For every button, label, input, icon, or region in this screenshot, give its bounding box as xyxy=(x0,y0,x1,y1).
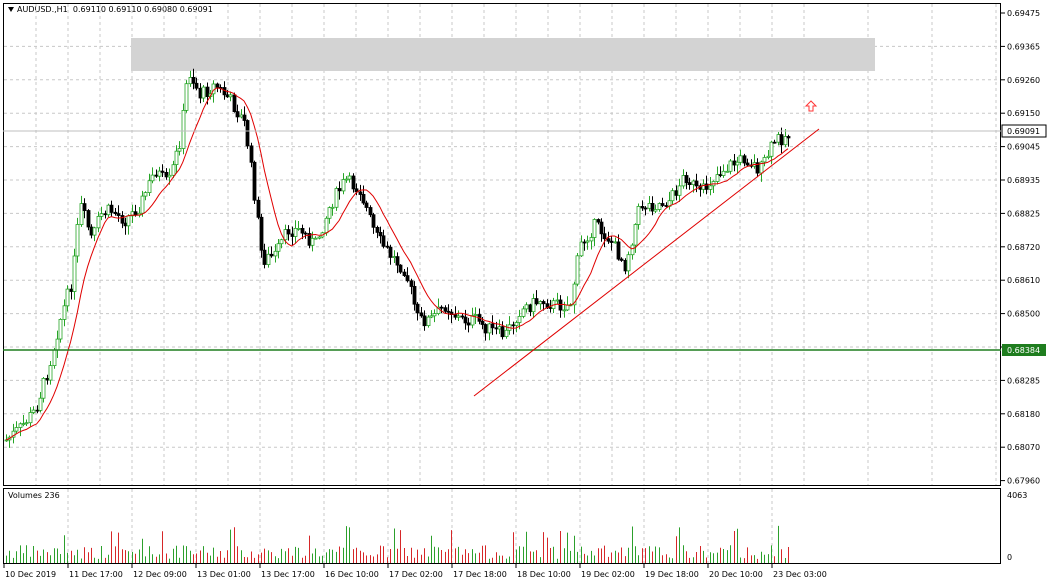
volume-bars xyxy=(6,525,789,563)
time-tick-label: 18 Dec 10:00 xyxy=(517,570,571,579)
price-axis: 0.69475 0.69365 0.69260 0.69150 0.69045 0.689… xyxy=(1001,9,1040,486)
support-price-label: 0.68384 xyxy=(1002,344,1046,356)
time-tick-label: 11 Dec 17:00 xyxy=(69,570,123,579)
arrow-up-outline-icon[interactable] xyxy=(804,100,818,112)
volume-zero-label: 0 xyxy=(1007,553,1012,562)
price-tick-label: 0.69365 xyxy=(1007,42,1040,51)
price-tick-label: 0.69045 xyxy=(1007,143,1040,152)
price-tick-label: 0.67960 xyxy=(1007,477,1040,486)
price-tick-label: 0.68070 xyxy=(1007,443,1040,452)
time-tick-label: 13 Dec 17:00 xyxy=(261,570,315,579)
grid xyxy=(4,4,1000,563)
time-tick-label: 20 Dec 10:00 xyxy=(709,570,763,579)
trendline[interactable] xyxy=(473,128,820,397)
resistance-zone[interactable] xyxy=(131,38,875,71)
time-tick-label: 10 Dec 2019 xyxy=(5,570,56,579)
time-tick-label: 17 Dec 18:00 xyxy=(453,570,507,579)
time-tick-label: 19 Dec 02:00 xyxy=(581,570,635,579)
time-axis: 10 Dec 2019 11 Dec 17:00 12 Dec 09:00 13 De… xyxy=(3,564,827,579)
volumes-frame[interactable] xyxy=(3,488,1001,564)
candles xyxy=(4,68,791,448)
symbol-period: AUDUSD.,H1 xyxy=(17,5,68,14)
price-tick-label: 0.68720 xyxy=(1007,243,1040,252)
price-tick-label: 0.69475 xyxy=(1007,9,1040,18)
price-tick-label: 0.68180 xyxy=(1007,410,1040,419)
moving-average-line[interactable] xyxy=(5,87,789,441)
chart-header: AUDUSD.,H1 0.69110 0.69110 0.69080 0.690… xyxy=(8,5,213,14)
current-price-text: 0.69091 xyxy=(1007,127,1040,136)
volumes-title: Volumes 236 xyxy=(8,491,60,500)
support-price-text: 0.68384 xyxy=(1007,346,1040,355)
price-tick-label: 0.68500 xyxy=(1007,310,1040,319)
time-tick-label: 16 Dec 10:00 xyxy=(325,570,379,579)
time-tick-label: 23 Dec 03:00 xyxy=(773,570,827,579)
price-tick-label: 0.68610 xyxy=(1007,276,1040,285)
price-tick-label: 0.68935 xyxy=(1007,176,1040,185)
time-tick-label: 19 Dec 18:00 xyxy=(645,570,699,579)
time-tick-label: 13 Dec 01:00 xyxy=(197,570,251,579)
volume-max-label: 4063 xyxy=(1007,491,1027,500)
price-chart-frame[interactable] xyxy=(3,3,1001,486)
price-tick-label: 0.69150 xyxy=(1007,109,1040,118)
time-tick-label: 12 Dec 09:00 xyxy=(133,570,187,579)
price-tick-label: 0.68825 xyxy=(1007,209,1040,218)
price-tick-label: 0.69260 xyxy=(1007,76,1040,85)
price-tick-label: 0.68285 xyxy=(1007,376,1040,385)
triangle-down-icon[interactable] xyxy=(8,7,14,12)
ohlc-values: 0.69110 0.69110 0.69080 0.69091 xyxy=(72,5,213,14)
time-tick-label: 17 Dec 02:00 xyxy=(389,570,443,579)
current-price-label: 0.69091 xyxy=(1001,124,1047,138)
